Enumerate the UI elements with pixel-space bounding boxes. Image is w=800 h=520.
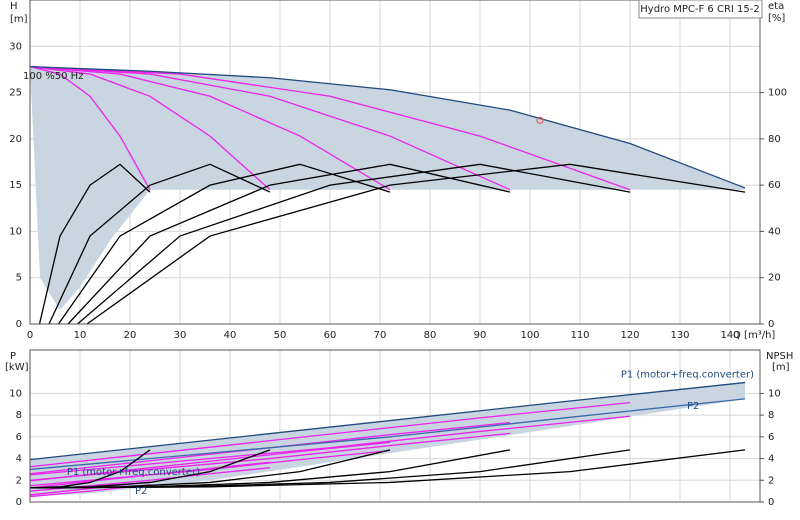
x-tick-label: 70: [374, 330, 387, 341]
plot-border: [29, 0, 761, 325]
x-tick-label: 80: [424, 330, 437, 341]
curve: [29, 66, 271, 191]
y-tick-label: 30: [9, 41, 22, 52]
y2-tick-label: 10: [768, 388, 781, 399]
y-tick-label: 2: [16, 475, 22, 486]
y2-tick-label: 60: [768, 180, 781, 191]
y2-label: NPSH: [766, 351, 793, 362]
y2-unit: [%]: [768, 13, 785, 24]
curve: [29, 66, 151, 191]
y-tick-label: 10: [9, 226, 22, 237]
curve: [29, 66, 746, 189]
curve: [29, 432, 511, 481]
y-unit: [kW]: [5, 362, 29, 373]
y-tick-label: 6: [16, 432, 22, 443]
curve: [29, 381, 746, 461]
x-tick-label: 60: [324, 330, 337, 341]
y2-tick-label: 0: [768, 319, 774, 330]
curve: [29, 66, 631, 191]
curve: [57, 163, 391, 325]
curve: [77, 163, 631, 325]
y2-tick-label: 4: [768, 454, 774, 465]
curve: [67, 163, 511, 325]
x-tick-label: 100: [520, 330, 539, 341]
x-tick-label: 30: [174, 330, 187, 341]
y-tick-label: 25: [9, 88, 22, 99]
curve: [29, 415, 631, 476]
plot-border: [29, 349, 761, 503]
curve: [29, 66, 391, 191]
y-tick-label: 8: [16, 410, 22, 421]
curve: [29, 402, 631, 468]
series-label: P1 (motor+freq.converter): [67, 467, 200, 478]
y2-tick-label: 0: [768, 497, 774, 508]
curve: [29, 449, 746, 489]
y-unit: [m]: [10, 14, 28, 25]
x-tick-label: 140: [720, 330, 739, 341]
chart-title: Hydro MPC-F 6 CRI 15-2: [640, 4, 759, 15]
x-tick-label: 120: [620, 330, 639, 341]
title-box: [638, 0, 763, 19]
series-label: P2: [687, 401, 699, 412]
y2-tick-label: 6: [768, 432, 774, 443]
y-label: P: [10, 351, 16, 362]
x-tick-label: 40: [224, 330, 237, 341]
curve: [29, 398, 746, 471]
y2-tick-label: 8: [768, 410, 774, 421]
plots: 0 10 20 30 40 50 60 70 80 90 100 110 120 130 140051015…: [9, 0, 787, 508]
x-label: Q [m³/h]: [733, 330, 775, 341]
x-tick-label: 20: [124, 330, 137, 341]
x-tick-label: 110: [570, 330, 589, 341]
y2-label: eta: [768, 1, 784, 12]
y-tick-label: 0: [16, 497, 22, 508]
y2-tick-label: 40: [768, 226, 781, 237]
y-tick-label: 0: [16, 319, 22, 330]
series-label: P2: [135, 486, 147, 497]
x-tick-label: 0: [27, 330, 33, 341]
y2-tick-label: 2: [768, 475, 774, 486]
y2-unit: [m]: [772, 362, 790, 373]
y2-tick-label: 80: [768, 134, 781, 145]
x-tick-label: 130: [670, 330, 689, 341]
duty-point: [536, 116, 544, 124]
curve: [48, 163, 271, 325]
y-tick-label: 4: [16, 454, 22, 465]
series-label: P1 (motor+freq.converter): [621, 370, 754, 381]
y-tick-label: 15: [9, 180, 22, 191]
y-tick-label: 10: [9, 388, 22, 399]
curve: [86, 163, 746, 325]
y-label: H: [10, 1, 18, 12]
x-tick-label: 50: [274, 330, 287, 341]
curve: [29, 449, 391, 487]
annotation: 100 %50 Hz: [23, 71, 83, 82]
x-tick-label: 90: [474, 330, 487, 341]
y-tick-label: 20: [9, 134, 22, 145]
y-tick-label: 5: [16, 273, 22, 284]
curve: [29, 66, 511, 191]
curve: [38, 163, 151, 325]
x-tick-label: 10: [74, 330, 87, 341]
y2-tick-label: 100: [768, 88, 787, 99]
y2-tick-label: 20: [768, 273, 781, 284]
